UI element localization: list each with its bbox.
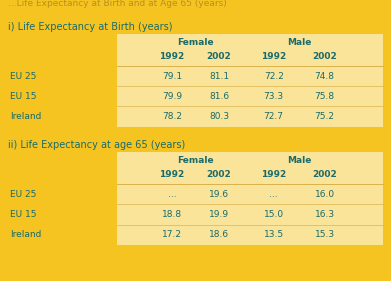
Text: 18.8: 18.8 <box>162 210 182 219</box>
Text: EU 15: EU 15 <box>10 210 36 219</box>
Text: ...: ... <box>168 190 176 199</box>
Text: 79.9: 79.9 <box>162 92 182 101</box>
Text: 75.8: 75.8 <box>314 92 335 101</box>
Text: ...: ... <box>269 190 278 199</box>
Text: 81.1: 81.1 <box>209 72 229 81</box>
Text: 72.7: 72.7 <box>264 112 284 121</box>
FancyBboxPatch shape <box>117 34 383 127</box>
Text: EU 25: EU 25 <box>10 190 36 199</box>
Text: ii) Life Expectancy at age 65 (years): ii) Life Expectancy at age 65 (years) <box>8 140 185 150</box>
Text: 15.0: 15.0 <box>264 210 284 219</box>
Text: Male: Male <box>287 38 311 47</box>
Text: 1992: 1992 <box>160 170 185 179</box>
Text: 2002: 2002 <box>312 52 337 61</box>
Text: 75.2: 75.2 <box>314 112 335 121</box>
Text: 72.2: 72.2 <box>264 72 283 81</box>
Text: 19.9: 19.9 <box>209 210 229 219</box>
Text: 16.3: 16.3 <box>314 210 335 219</box>
Text: 13.5: 13.5 <box>264 230 284 239</box>
Text: 17.2: 17.2 <box>162 230 182 239</box>
Text: 16.0: 16.0 <box>314 190 335 199</box>
Text: Male: Male <box>287 156 311 165</box>
Text: 1992: 1992 <box>160 52 185 61</box>
Text: 19.6: 19.6 <box>209 190 229 199</box>
Text: 79.1: 79.1 <box>162 72 182 81</box>
Text: Female: Female <box>177 38 214 47</box>
Text: 78.2: 78.2 <box>162 112 182 121</box>
FancyBboxPatch shape <box>117 152 383 245</box>
Text: 1992: 1992 <box>261 170 286 179</box>
Text: 73.3: 73.3 <box>264 92 284 101</box>
Text: 80.3: 80.3 <box>209 112 229 121</box>
Text: 74.8: 74.8 <box>314 72 335 81</box>
Text: Ireland: Ireland <box>10 230 41 239</box>
Text: ...Life Expectancy at Birth and at Age 65 (years): ...Life Expectancy at Birth and at Age 6… <box>8 0 226 8</box>
Text: 1992: 1992 <box>261 52 286 61</box>
Text: 18.6: 18.6 <box>209 230 229 239</box>
Text: 2002: 2002 <box>206 52 231 61</box>
Text: 2002: 2002 <box>206 170 231 179</box>
Text: 81.6: 81.6 <box>209 92 229 101</box>
Text: 15.3: 15.3 <box>314 230 335 239</box>
Text: Female: Female <box>177 156 214 165</box>
Text: Ireland: Ireland <box>10 112 41 121</box>
Text: i) Life Expectancy at Birth (years): i) Life Expectancy at Birth (years) <box>8 22 172 32</box>
Text: EU 25: EU 25 <box>10 72 36 81</box>
Text: EU 15: EU 15 <box>10 92 36 101</box>
Text: 2002: 2002 <box>312 170 337 179</box>
